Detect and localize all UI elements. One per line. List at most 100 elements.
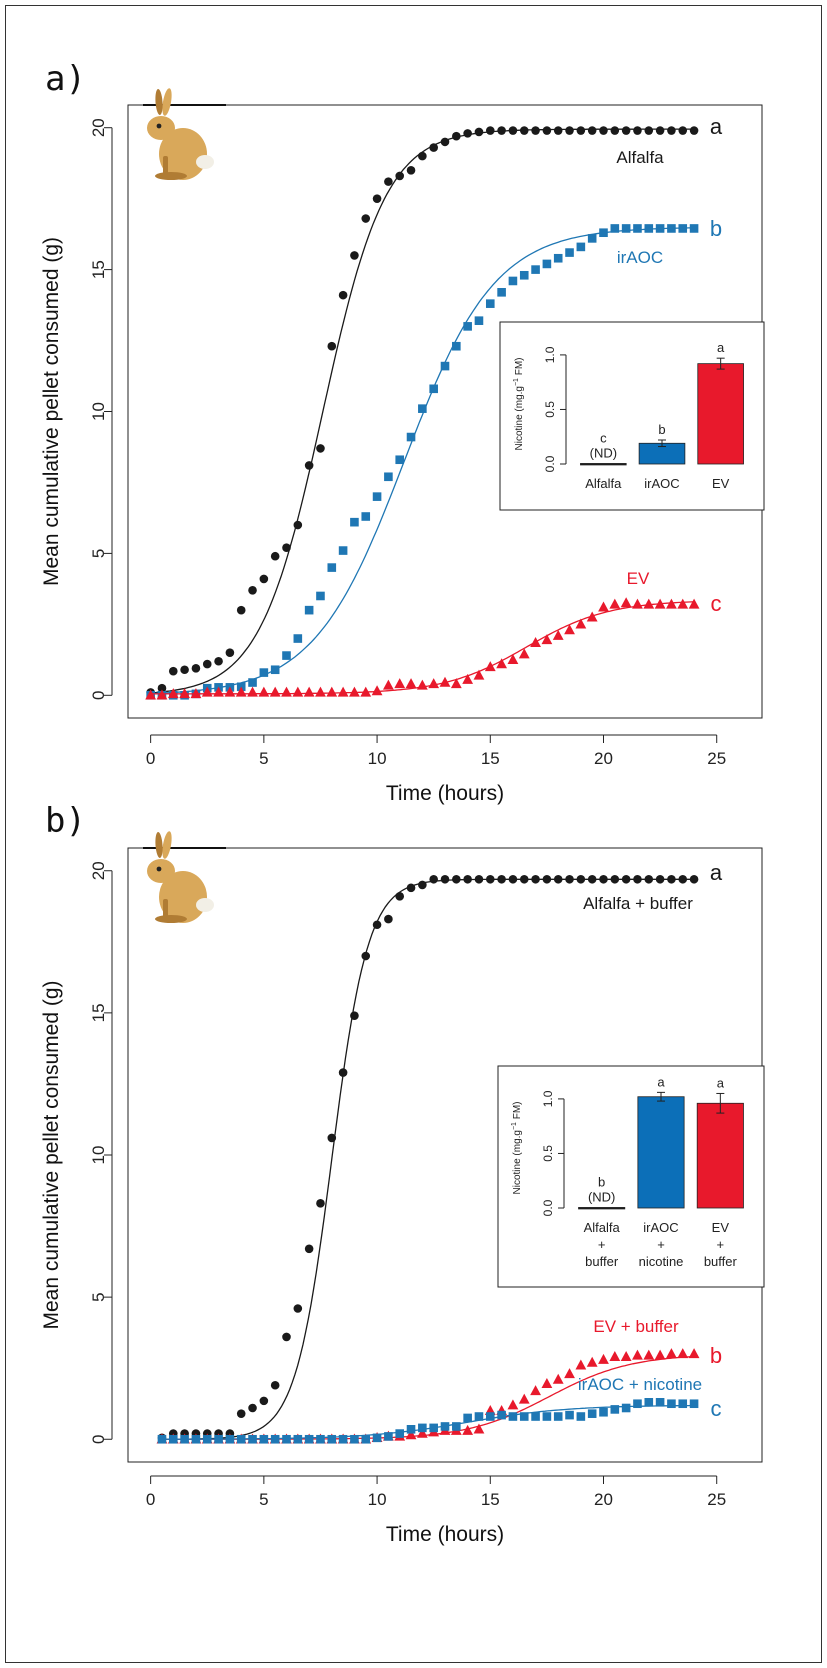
data-point [655, 874, 665, 884]
data-point [337, 686, 349, 697]
data-point [688, 1348, 700, 1359]
data-point [350, 1434, 359, 1444]
data-point [293, 634, 303, 643]
data-point [418, 880, 427, 890]
panel-a: a) 0 5 10 15 20 25 Time (hours) 0 5 10 15 20 Mean cum… [40, 59, 765, 805]
inset-y-tick-label: 1.0 [543, 346, 557, 363]
data-point [598, 601, 609, 612]
data-point [361, 1434, 371, 1444]
data-point [201, 686, 213, 697]
data-point [452, 341, 461, 351]
inset-y-tick-label: 0.5 [543, 401, 557, 418]
inset-category-label: Alfalfa [585, 476, 622, 491]
rabbit-ear [162, 831, 172, 859]
inset-bar [696, 1102, 744, 1209]
inset-category-label: EV [712, 476, 730, 491]
inset-category-label: + [598, 1237, 606, 1252]
data-point [338, 290, 348, 300]
inset-category-label: nicotine [639, 1254, 684, 1269]
data-point [269, 686, 281, 697]
data-point [429, 143, 438, 152]
data-point [519, 270, 529, 280]
data-point [202, 1434, 212, 1444]
significance-letter: b [710, 1343, 722, 1368]
data-point [180, 665, 189, 675]
data-point [678, 126, 688, 135]
data-point [395, 892, 405, 901]
data-point [270, 665, 280, 675]
data-point [576, 874, 586, 884]
x-tick-label: 20 [594, 1490, 613, 1509]
data-point [326, 686, 338, 697]
data-point [565, 874, 574, 884]
data-point [541, 634, 553, 645]
data-point [382, 679, 394, 690]
data-point [248, 1434, 257, 1444]
data-point [542, 874, 552, 884]
y-tick-label: 5 [89, 1292, 108, 1301]
data-point [248, 1403, 257, 1413]
data-point [678, 1399, 688, 1409]
data-point [259, 668, 269, 677]
rabbit-ear [155, 89, 163, 115]
data-point [338, 546, 348, 555]
inset-category-label: Alfalfa [584, 1220, 621, 1235]
data-point [508, 276, 518, 286]
outer-border [5, 5, 822, 1663]
data-point [248, 585, 257, 595]
data-point [350, 517, 359, 527]
x-tick-label: 10 [368, 1490, 387, 1509]
series-label: irAOC [617, 248, 663, 267]
data-point [259, 1396, 269, 1406]
x-tick-label: 25 [707, 749, 726, 768]
data-point [541, 1378, 553, 1389]
data-point [655, 1398, 665, 1407]
data-point [213, 686, 224, 697]
rabbit-head [147, 859, 175, 883]
y-axis-label: Mean cumulative pellet consumed (g) [40, 980, 63, 1329]
inset-category-label: + [657, 1237, 665, 1252]
x-tick-label: 15 [481, 1490, 500, 1509]
data-point [282, 651, 291, 660]
data-point [236, 605, 246, 615]
series-alfalfa: Alfalfa a [146, 114, 723, 697]
data-point [508, 874, 518, 884]
data-point [361, 512, 371, 521]
data-point [338, 1068, 348, 1077]
series-iraoc: irAOC b [146, 216, 722, 700]
data-point [282, 1332, 291, 1342]
data-point [474, 316, 484, 325]
x-axis-label: Time (hours) [386, 782, 504, 805]
inset-y-tick-label: 0.0 [541, 1199, 555, 1216]
data-point [225, 1434, 235, 1444]
x-tick-label: 0 [146, 1490, 155, 1509]
data-point [395, 171, 405, 181]
data-point [384, 177, 393, 186]
data-point [666, 598, 677, 609]
data-point [428, 678, 440, 689]
x-axis-label: Time (hours) [386, 1523, 504, 1546]
data-point [632, 1349, 643, 1360]
data-point [440, 137, 450, 147]
data-point [450, 678, 462, 689]
data-point [179, 688, 191, 699]
inset-bar-letter: c [600, 430, 607, 445]
series-label: EV [627, 569, 650, 588]
data-point [599, 228, 608, 238]
data-point [587, 126, 597, 135]
series-iraoc-nicotine: irAOC + nicotine c [157, 1375, 722, 1444]
y-axis: 0 5 10 15 20 [89, 861, 113, 1444]
data-point [361, 214, 371, 223]
data-point [463, 874, 472, 884]
data-point [327, 563, 337, 572]
inset-bar-letter: b [658, 422, 665, 437]
y-tick-label: 10 [89, 1146, 108, 1165]
inset-category-label: irAOC [644, 476, 679, 491]
data-point [553, 1412, 563, 1421]
series-ev: EV c [145, 569, 722, 700]
inset-bar [580, 463, 627, 466]
data-point [643, 598, 655, 609]
data-point [304, 605, 314, 615]
data-point [338, 1434, 348, 1444]
y-tick-label: 10 [89, 402, 108, 421]
